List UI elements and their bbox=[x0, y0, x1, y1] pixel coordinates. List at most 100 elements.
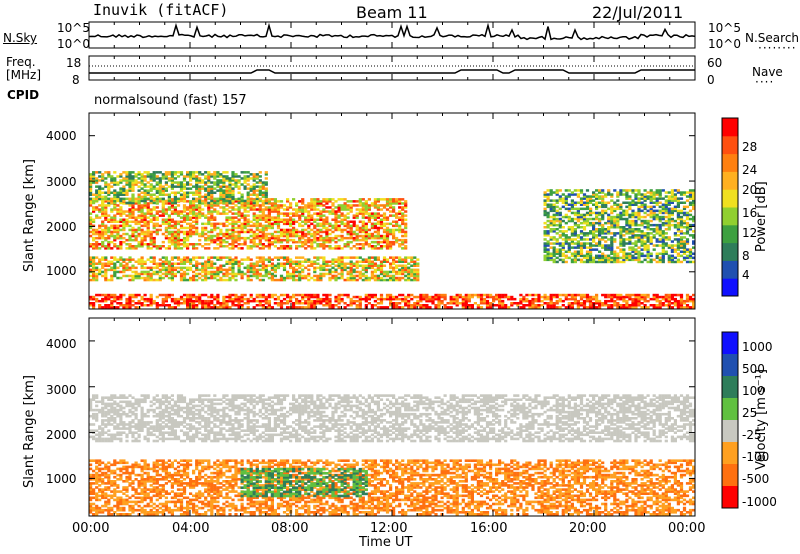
power-cell bbox=[170, 274, 174, 278]
power-cell bbox=[231, 274, 235, 278]
power-cell bbox=[234, 238, 238, 242]
power-cell bbox=[610, 297, 614, 301]
power-cell bbox=[128, 278, 132, 282]
power-cell bbox=[564, 250, 568, 253]
power-cell bbox=[573, 302, 577, 305]
power-cell bbox=[282, 293, 287, 297]
power-cell bbox=[310, 208, 314, 211]
power-cell bbox=[234, 181, 238, 184]
power-cell bbox=[428, 295, 432, 299]
power-cell bbox=[158, 181, 162, 184]
power-cell bbox=[89, 218, 93, 221]
power-cell bbox=[489, 293, 493, 297]
power-cell bbox=[631, 299, 635, 303]
power-cell bbox=[610, 207, 614, 211]
power-cell bbox=[307, 299, 311, 303]
power-cell bbox=[182, 183, 187, 186]
power-cell bbox=[222, 199, 226, 203]
power-cell bbox=[186, 243, 190, 246]
power-cell bbox=[364, 202, 368, 205]
power-cell bbox=[258, 193, 262, 196]
power-cell bbox=[355, 270, 359, 274]
power-cell bbox=[125, 183, 129, 186]
power-cell bbox=[643, 211, 647, 215]
power-cell bbox=[176, 222, 181, 226]
power-cell bbox=[595, 297, 599, 301]
power-cell bbox=[343, 224, 347, 228]
power-cell bbox=[207, 206, 211, 209]
power-cell bbox=[240, 304, 244, 307]
power-cell bbox=[576, 240, 580, 243]
power-cell bbox=[352, 238, 356, 242]
power-cell bbox=[131, 214, 135, 217]
power-cell bbox=[170, 243, 174, 246]
power-cell bbox=[322, 299, 326, 303]
power-cell bbox=[585, 260, 590, 264]
power-cell bbox=[392, 304, 396, 307]
power-cell bbox=[131, 234, 135, 238]
power-cell bbox=[255, 193, 259, 196]
power-cell bbox=[246, 197, 250, 201]
power-cell bbox=[176, 262, 181, 265]
power-cell bbox=[119, 234, 123, 238]
power-cell bbox=[192, 193, 196, 196]
power-cell bbox=[222, 274, 226, 278]
power-cell bbox=[273, 245, 277, 248]
power-cell bbox=[546, 258, 550, 262]
power-cell bbox=[161, 214, 165, 217]
power-cell bbox=[140, 216, 144, 219]
power-cell bbox=[228, 222, 232, 226]
power-cell bbox=[261, 228, 265, 232]
power-cell bbox=[595, 236, 599, 239]
power-cell bbox=[495, 293, 499, 297]
power-cell bbox=[146, 210, 150, 213]
nsky-tick-top: 10^5 bbox=[57, 21, 90, 35]
power-cell bbox=[170, 187, 174, 190]
power-cell bbox=[246, 306, 250, 309]
power-cell bbox=[625, 306, 629, 309]
power-cell bbox=[376, 200, 380, 203]
power-cell bbox=[125, 243, 129, 246]
power-cell bbox=[601, 203, 605, 206]
power-cell bbox=[249, 193, 253, 196]
power-cell bbox=[249, 299, 253, 303]
power-cell bbox=[358, 238, 362, 242]
power-cell bbox=[352, 204, 356, 207]
power-cell bbox=[307, 302, 311, 305]
power-cell bbox=[340, 206, 344, 209]
power-cell bbox=[631, 230, 635, 233]
power-cell bbox=[146, 175, 150, 178]
power-cell bbox=[643, 244, 647, 247]
power-cell bbox=[385, 238, 390, 242]
power-cell bbox=[155, 187, 159, 190]
power-cell bbox=[210, 212, 214, 215]
power-cell bbox=[367, 245, 371, 248]
power-cell bbox=[634, 244, 638, 247]
power-cell bbox=[592, 230, 596, 233]
power-cell bbox=[134, 270, 138, 274]
power-cell bbox=[189, 297, 193, 301]
power-cell bbox=[195, 272, 199, 276]
power-cell bbox=[382, 297, 387, 301]
power-cell bbox=[270, 198, 274, 201]
power-cell bbox=[322, 236, 326, 240]
power-cell bbox=[237, 187, 241, 190]
power-cell bbox=[170, 206, 174, 209]
power-cell bbox=[149, 276, 153, 280]
power-cell bbox=[231, 183, 235, 186]
power-cell bbox=[422, 295, 426, 299]
power-cell bbox=[385, 204, 390, 207]
power-cell bbox=[95, 243, 99, 246]
power-cell bbox=[576, 258, 580, 262]
power-cell bbox=[195, 206, 199, 209]
power-cell bbox=[186, 295, 190, 299]
power-cell bbox=[373, 274, 377, 278]
power-cell bbox=[334, 247, 338, 250]
power-cell bbox=[316, 214, 320, 217]
power-cell bbox=[149, 175, 153, 178]
power-cell bbox=[313, 256, 317, 259]
power-cell bbox=[140, 179, 144, 182]
power-cell bbox=[267, 256, 271, 259]
power-cell bbox=[125, 191, 129, 194]
power-cell bbox=[558, 189, 562, 192]
